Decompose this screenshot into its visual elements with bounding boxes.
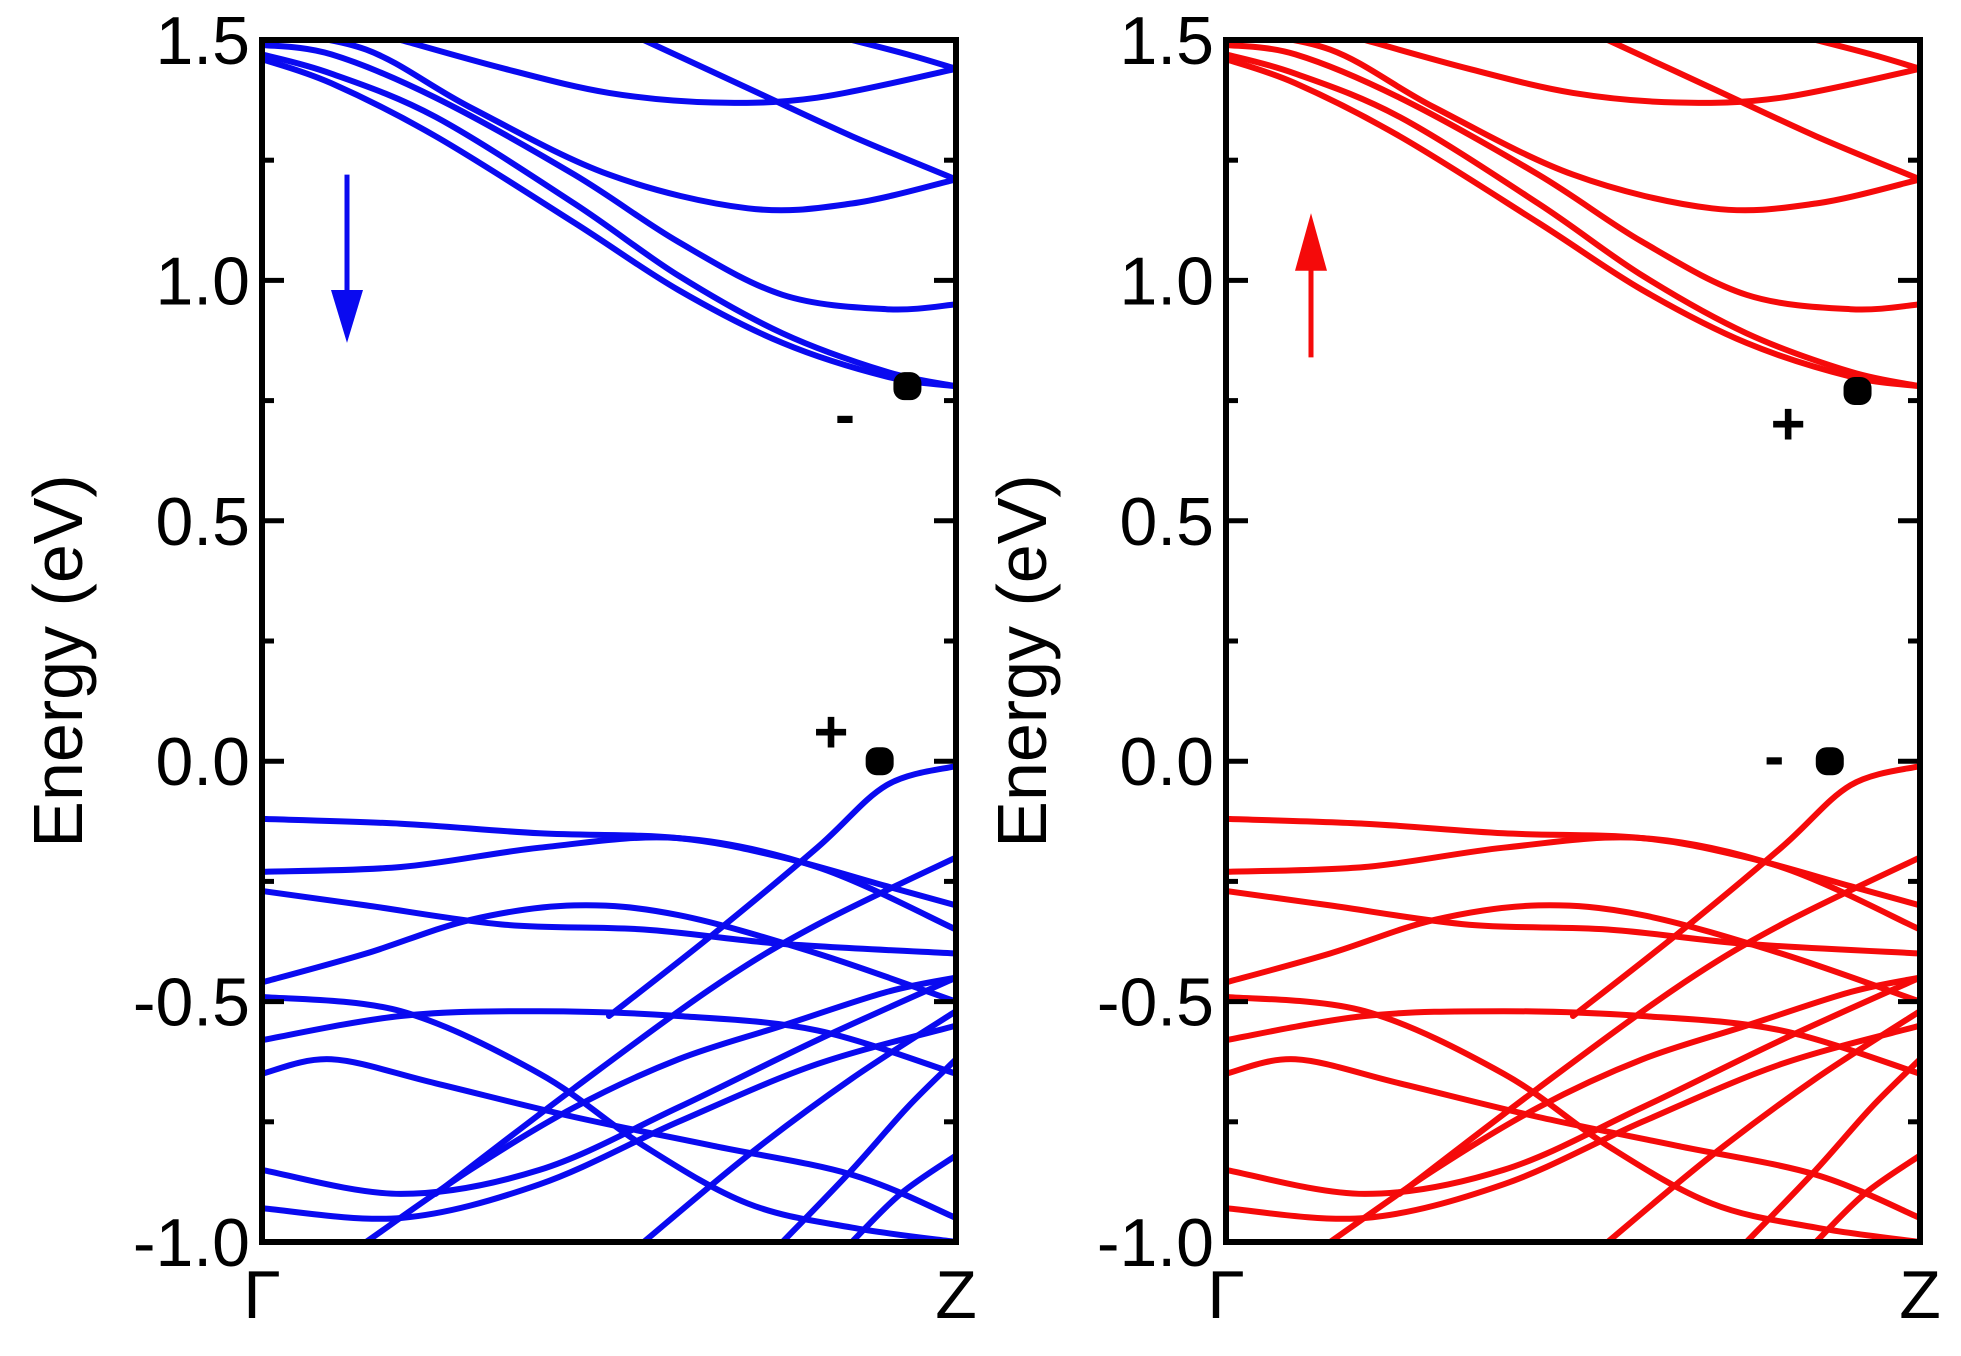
band-line-4 xyxy=(311,40,956,214)
band-line-13 xyxy=(1570,763,1920,1019)
y-tick-label: 1.5 xyxy=(1119,3,1214,79)
band-line-6 xyxy=(640,40,956,183)
band-line-19 xyxy=(1327,974,1920,1242)
y-axis-title: Energy (eV) xyxy=(19,474,97,847)
band-line-14 xyxy=(432,854,956,1197)
parity-label: + xyxy=(814,698,849,765)
band-line-11 xyxy=(262,902,956,1005)
y-axis-title: Energy (eV) xyxy=(983,474,1061,847)
band-line-7 xyxy=(848,40,956,72)
band-line-16 xyxy=(262,974,956,1197)
x-tick-label: Z xyxy=(1899,1257,1941,1333)
band-line-7 xyxy=(1812,40,1920,72)
parity-label: - xyxy=(1764,722,1784,789)
y-tick-label: 1.0 xyxy=(155,243,250,319)
y-tick-label: -0.5 xyxy=(133,965,250,1041)
x-tick-label: Γ xyxy=(1207,1257,1244,1333)
band-line-2 xyxy=(262,51,956,390)
band-line-9 xyxy=(262,834,956,933)
y-tick-label: 0.5 xyxy=(1119,484,1214,560)
parity-label: + xyxy=(1771,391,1806,458)
band-line-17 xyxy=(262,1022,956,1222)
band-edge-marker xyxy=(1815,747,1844,776)
x-tick-label: Γ xyxy=(243,1257,280,1333)
y-tick-label: 0.5 xyxy=(155,484,250,560)
band-line-18 xyxy=(1226,993,1920,1242)
band-line-10 xyxy=(1226,888,1920,957)
band-line-8 xyxy=(262,815,956,909)
band-line-15 xyxy=(262,1056,956,1221)
spin-up-arrow-icon xyxy=(1295,213,1327,358)
y-tick-label: 0.0 xyxy=(1119,724,1214,800)
band-edge-marker xyxy=(1843,376,1872,405)
band-line-16 xyxy=(1226,974,1920,1197)
band-line-2 xyxy=(1226,51,1920,390)
parity-label: - xyxy=(835,381,855,448)
band-line-22 xyxy=(1812,1152,1920,1242)
band-line-3 xyxy=(262,41,956,313)
y-tick-label: 0.0 xyxy=(155,724,250,800)
spin-down-arrow-icon xyxy=(331,174,363,343)
y-tick-label: 1.5 xyxy=(155,3,250,79)
band-line-8 xyxy=(1226,815,1920,909)
left-panel-spin-down: 1.5 1.0 0.5 0.0 -0.5 -1.0Γ Z Energy (eV) - + xyxy=(19,3,977,1333)
y-tick-label: -1.0 xyxy=(1097,1205,1214,1281)
band-lines xyxy=(262,40,956,1242)
band-line-22 xyxy=(848,1152,956,1242)
band-line-21 xyxy=(1743,1056,1920,1242)
band-line-19 xyxy=(363,974,956,1242)
band-edge-marker xyxy=(893,372,922,401)
band-line-5 xyxy=(1361,40,1920,106)
band-line-4 xyxy=(1275,40,1920,214)
band-lines xyxy=(1226,40,1920,1242)
band-line-1 xyxy=(1226,56,1920,390)
band-line-11 xyxy=(1226,902,1920,1005)
y-tick-label: 1.0 xyxy=(1119,243,1214,319)
band-edge-marker xyxy=(865,747,894,776)
band-line-17 xyxy=(1226,1022,1920,1222)
band-line-15 xyxy=(1226,1056,1920,1221)
band-line-10 xyxy=(262,888,956,957)
right-panel-spin-up: 1.5 1.0 0.5 0.0 -0.5 -1.0Γ Z Energy (eV) + - xyxy=(983,3,1941,1333)
band-line-20 xyxy=(1604,1008,1920,1242)
band-line-18 xyxy=(262,993,956,1242)
band-line-14 xyxy=(1396,854,1920,1197)
band-line-3 xyxy=(1226,41,1920,313)
band-line-9 xyxy=(1226,834,1920,933)
band-line-5 xyxy=(397,40,956,106)
x-tick-label: Z xyxy=(935,1257,977,1333)
band-line-1 xyxy=(262,56,956,390)
band-line-6 xyxy=(1604,40,1920,183)
y-tick-label: -0.5 xyxy=(1097,965,1214,1041)
y-tick-label: -1.0 xyxy=(133,1205,250,1281)
band-line-13 xyxy=(606,763,956,1019)
band-line-21 xyxy=(779,1056,956,1242)
band-line-20 xyxy=(640,1008,956,1242)
